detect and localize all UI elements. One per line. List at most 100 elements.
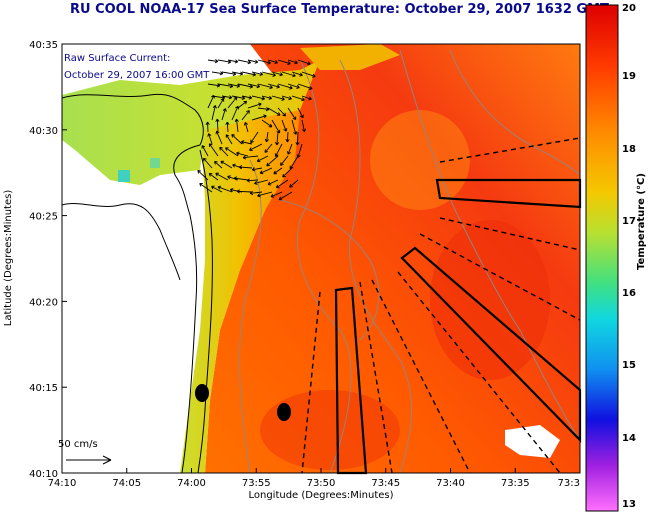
current-vector	[217, 185, 233, 193]
current-vector	[251, 71, 264, 76]
sst-north-cool-patch	[62, 60, 320, 185]
sst-cool-cell	[118, 170, 130, 182]
current-vector	[233, 176, 249, 181]
current-vector	[273, 167, 283, 175]
current-vector	[254, 179, 269, 185]
y-axis-title: Latitude (Degrees:Minutes)	[3, 190, 14, 327]
colorbar	[585, 4, 619, 512]
current-vector	[257, 59, 271, 65]
current-vector	[207, 83, 221, 88]
current-vector	[237, 100, 248, 109]
current-vector	[297, 59, 311, 66]
current-vector	[236, 189, 253, 194]
current-vector	[197, 169, 209, 181]
current-vector	[261, 71, 276, 77]
current-vector	[215, 130, 223, 145]
current-vector	[301, 119, 307, 133]
current-vector	[238, 165, 253, 170]
current-vector	[291, 95, 305, 102]
current-vector	[221, 95, 233, 100]
current-vector	[257, 191, 273, 198]
current-vector	[202, 157, 213, 169]
sst-warm-patch	[370, 110, 470, 210]
current-vector	[259, 167, 273, 175]
current-vector	[231, 105, 239, 121]
current-vector	[291, 119, 298, 135]
x-tick-label: 73:40	[436, 478, 465, 489]
current-vector	[243, 122, 249, 133]
current-vector	[271, 71, 283, 77]
current-vector	[240, 140, 253, 145]
current-vector	[281, 71, 296, 78]
scale-arrow-label: 50 cm/s	[58, 439, 98, 450]
current-vector	[267, 107, 281, 116]
current-vector	[289, 179, 299, 188]
current-vector	[256, 155, 269, 163]
current-vector	[207, 59, 219, 64]
current-vector	[231, 134, 243, 145]
current-vector	[282, 167, 293, 178]
colorbar-tick-label: 18	[622, 143, 636, 155]
x-tick-label: 73:35	[501, 478, 530, 489]
x-tick-label: 74:00	[177, 478, 206, 489]
current-vector	[211, 105, 217, 121]
y-tick-label: 40:30	[29, 126, 58, 137]
current-vector	[295, 131, 300, 146]
current-vector	[242, 155, 259, 160]
coastline	[62, 93, 213, 473]
current-vector	[261, 95, 273, 100]
current-vector	[275, 131, 280, 146]
current-vector	[231, 71, 244, 76]
station-marker	[277, 403, 291, 421]
sst-cool-cell	[150, 158, 160, 168]
x-tick-label: 73:50	[307, 478, 336, 489]
current-vector	[287, 143, 293, 155]
colorbar-tick-label: 14	[622, 432, 636, 444]
current-vector	[234, 118, 239, 133]
current-vector	[249, 190, 263, 196]
current-vector	[278, 191, 293, 201]
current-vector	[211, 185, 223, 193]
colorbar-tick-label: 20	[622, 3, 636, 14]
sst-nearshore-band	[180, 110, 300, 473]
current-vector	[208, 173, 219, 181]
y-axis: 40:35 40:30 40:25 40:20 40:15 40:10	[29, 40, 67, 480]
colorbar-tick-label: 17	[622, 215, 636, 227]
current-vector	[277, 83, 293, 90]
current-vector	[287, 107, 297, 121]
current-vector	[267, 59, 278, 65]
x-axis-title: Longitude (Degrees:Minutes)	[248, 490, 393, 501]
current-vector	[287, 83, 300, 89]
current-vector	[301, 71, 316, 78]
current-vector	[250, 131, 259, 144]
current-vector	[267, 179, 279, 186]
current-vector	[271, 95, 285, 101]
current-vector	[277, 107, 287, 117]
current-vector	[297, 107, 304, 119]
colorbar-tick-label: 19	[622, 71, 636, 83]
current-vector	[287, 59, 298, 65]
current-vector	[297, 83, 313, 91]
x-tick-label: 74:10	[48, 478, 77, 489]
current-vector	[219, 146, 229, 157]
current-vector	[270, 191, 283, 198]
x-tick-label: 73:55	[242, 478, 271, 489]
current-vector	[237, 59, 252, 65]
current-vector	[277, 59, 291, 66]
x-tick-label: 74:05	[112, 478, 141, 489]
current-vector	[264, 131, 269, 143]
current-vector	[241, 110, 250, 121]
current-vector	[211, 71, 224, 76]
current-vector	[261, 119, 273, 128]
current-vector	[281, 119, 288, 132]
no-data-patch	[505, 425, 560, 458]
station-marker	[195, 384, 209, 402]
colorbar-title: Temperature (°C)	[636, 173, 647, 270]
current-vector	[247, 102, 262, 109]
current-vector	[246, 178, 259, 183]
current-vector	[249, 143, 263, 152]
current-vector	[208, 143, 219, 157]
current-vector	[251, 95, 265, 101]
current-vector	[207, 94, 215, 109]
